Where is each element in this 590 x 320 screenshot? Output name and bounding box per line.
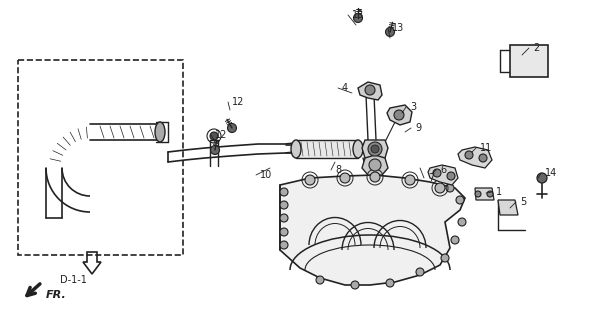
Circle shape — [353, 13, 362, 22]
Text: 13: 13 — [352, 10, 364, 20]
Circle shape — [465, 151, 473, 159]
Circle shape — [394, 110, 404, 120]
Text: 6: 6 — [440, 165, 446, 175]
Circle shape — [280, 241, 288, 249]
Circle shape — [316, 276, 324, 284]
Text: 14: 14 — [545, 168, 557, 178]
Circle shape — [537, 173, 547, 183]
Text: 10: 10 — [260, 170, 272, 180]
Circle shape — [228, 124, 237, 132]
Text: 12: 12 — [215, 130, 227, 140]
Polygon shape — [358, 82, 382, 100]
Text: 5: 5 — [520, 197, 526, 207]
Text: 2: 2 — [533, 43, 539, 53]
Circle shape — [456, 196, 464, 204]
Circle shape — [280, 188, 288, 196]
Text: 13: 13 — [392, 23, 404, 33]
Circle shape — [386, 279, 394, 287]
Circle shape — [211, 146, 219, 155]
Circle shape — [475, 191, 481, 197]
Ellipse shape — [353, 140, 363, 158]
Polygon shape — [362, 155, 388, 175]
Text: FR.: FR. — [46, 290, 67, 300]
Polygon shape — [362, 140, 388, 158]
Circle shape — [405, 175, 415, 185]
Circle shape — [351, 281, 359, 289]
Circle shape — [441, 254, 449, 262]
Polygon shape — [458, 147, 492, 168]
Circle shape — [433, 169, 441, 177]
Polygon shape — [475, 188, 494, 200]
Circle shape — [435, 183, 445, 193]
Circle shape — [280, 228, 288, 236]
Circle shape — [280, 214, 288, 222]
Circle shape — [479, 154, 487, 162]
Text: 4: 4 — [342, 83, 348, 93]
Text: D-1-1: D-1-1 — [60, 275, 87, 285]
Circle shape — [447, 172, 455, 180]
Circle shape — [365, 85, 375, 95]
Circle shape — [368, 142, 382, 156]
Ellipse shape — [155, 122, 165, 142]
Text: 1: 1 — [496, 187, 502, 197]
Text: 7: 7 — [428, 173, 434, 183]
Circle shape — [370, 172, 380, 182]
Circle shape — [371, 145, 379, 153]
Ellipse shape — [291, 140, 301, 158]
Circle shape — [446, 184, 454, 192]
Circle shape — [487, 191, 493, 197]
Circle shape — [280, 201, 288, 209]
Text: 8: 8 — [335, 165, 341, 175]
FancyBboxPatch shape — [296, 140, 358, 158]
Circle shape — [340, 173, 350, 183]
Circle shape — [458, 218, 466, 226]
Polygon shape — [387, 105, 412, 125]
Circle shape — [369, 159, 381, 171]
Bar — [18, 60, 183, 255]
Circle shape — [305, 175, 315, 185]
Circle shape — [416, 268, 424, 276]
Text: 11: 11 — [480, 143, 492, 153]
Polygon shape — [280, 175, 465, 285]
Polygon shape — [428, 165, 458, 185]
Polygon shape — [498, 200, 518, 215]
FancyBboxPatch shape — [510, 45, 548, 77]
Text: 12: 12 — [232, 97, 244, 107]
Text: 9: 9 — [415, 123, 421, 133]
Text: 3: 3 — [410, 102, 416, 112]
Circle shape — [451, 236, 459, 244]
Circle shape — [210, 132, 218, 140]
Circle shape — [385, 28, 395, 36]
